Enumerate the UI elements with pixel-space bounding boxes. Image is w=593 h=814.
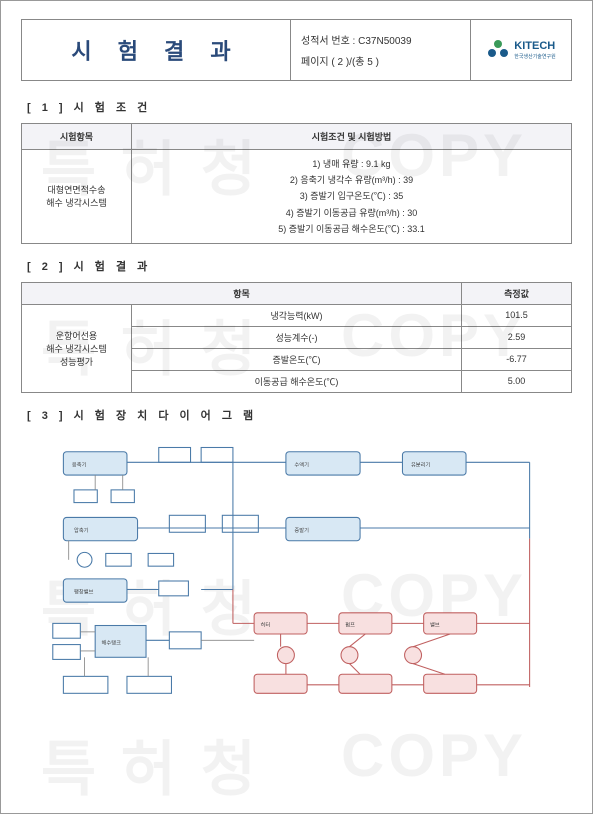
result-value: -6.77 [462, 348, 572, 370]
kitech-logo-icon [486, 38, 510, 62]
result-label: 냉각능력(kW) [132, 304, 462, 326]
watermark-en: COPY [341, 721, 527, 790]
condition-row: 1) 냉매 유량 : 9.1 kg [140, 156, 563, 172]
svg-text:밸브: 밸브 [430, 621, 440, 629]
result-value: 5.00 [462, 370, 572, 392]
page-label: 페이지 [301, 57, 329, 68]
results-header-item: 항목 [22, 282, 462, 304]
section2-title: [ 2 ] 시 험 결 과 [27, 258, 572, 274]
conditions-list: 1) 냉매 유량 : 9.1 kg 2) 응축기 냉각수 유량(m³/h) : … [132, 150, 572, 244]
system-diagram: 응축기 수액기 유분리기 압축기 증발기 팽창밸브 해수탱크 히터 펌프 밸브 [21, 431, 572, 731]
conditions-header-cond: 시험조건 및 시험방법 [132, 124, 572, 150]
svg-text:펌프: 펌프 [345, 622, 355, 629]
result-value: 2.59 [462, 326, 572, 348]
document-header: 시 험 결 과 성적서 번호 : C37N50039 페이지 ( 2 )/(총 … [21, 19, 572, 81]
condition-row: 3) 증발기 입구온도(℃) : 35 [140, 188, 563, 204]
report-no-label: 성적서 번호 [301, 36, 350, 47]
results-header-value: 측정값 [462, 282, 572, 304]
conditions-table: 시험항목 시험조건 및 시험방법 대형연면적수송 해수 냉각시스템 1) 냉매 … [21, 123, 572, 244]
result-label: 증발온도(℃) [132, 348, 462, 370]
logo-name: KITECH [514, 40, 555, 52]
results-category: 운항어선용 해수 냉각시스템 성능평가 [22, 304, 132, 392]
conditions-item-name: 대형연면적수송 해수 냉각시스템 [22, 150, 132, 244]
conditions-header-item: 시험항목 [22, 124, 132, 150]
result-label: 성능계수(-) [132, 326, 462, 348]
section3-title: [ 3 ] 시 험 장 치 다 이 어 그 램 [27, 407, 572, 423]
svg-text:증발기: 증발기 [294, 526, 309, 534]
svg-text:히터: 히터 [260, 621, 270, 629]
results-table: 항목 측정값 운항어선용 해수 냉각시스템 성능평가 냉각능력(kW) 101.… [21, 282, 572, 393]
logo-subtitle: 한국생산기술연구원 [514, 53, 555, 60]
section1-title: [ 1 ] 시 험 조 건 [27, 99, 572, 115]
logo: KITECH 한국생산기술연구원 [471, 20, 571, 80]
svg-text:팽창밸브: 팽창밸브 [74, 588, 94, 596]
report-no-value: C37N50039 [358, 36, 411, 47]
condition-row: 2) 응축기 냉각수 유량(m³/h) : 39 [140, 172, 563, 188]
condition-row: 5) 증발기 이동공급 해수온도(℃) : 33.1 [140, 221, 563, 237]
svg-text:응축기: 응축기 [72, 460, 87, 468]
condition-row: 4) 증발기 이동공급 유량(m³/h) : 30 [140, 205, 563, 221]
svg-text:해수탱크: 해수탱크 [102, 639, 122, 647]
page-title: 시 험 결 과 [22, 20, 291, 80]
svg-text:압축기: 압축기 [74, 526, 89, 534]
svg-text:수액기: 수액기 [294, 460, 309, 468]
header-info: 성적서 번호 : C37N50039 페이지 ( 2 )/(총 5 ) [291, 20, 471, 80]
page-value: ( 2 )/(총 5 ) [331, 57, 379, 68]
result-label: 이동공급 해수온도(℃) [132, 370, 462, 392]
result-value: 101.5 [462, 304, 572, 326]
watermark-kr: 특 허 청 [41, 721, 260, 808]
svg-text:유분리기: 유분리기 [411, 460, 431, 468]
